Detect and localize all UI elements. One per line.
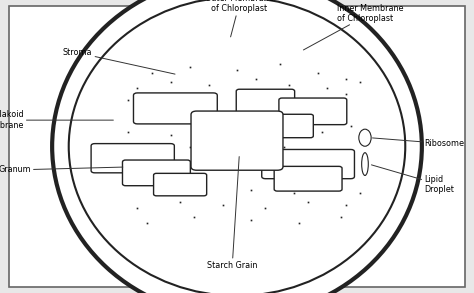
FancyBboxPatch shape (255, 114, 313, 138)
FancyBboxPatch shape (91, 144, 174, 173)
FancyBboxPatch shape (274, 166, 342, 191)
Text: Thylakoid
Membrane: Thylakoid Membrane (0, 110, 113, 130)
FancyBboxPatch shape (262, 149, 355, 179)
Text: Outer Membrane
of Chloroplast: Outer Membrane of Chloroplast (205, 0, 274, 37)
FancyBboxPatch shape (191, 111, 283, 170)
FancyBboxPatch shape (279, 98, 347, 125)
Ellipse shape (69, 0, 405, 293)
Text: Granum: Granum (0, 166, 123, 174)
Text: Stroma: Stroma (63, 48, 175, 74)
FancyBboxPatch shape (122, 160, 191, 186)
FancyBboxPatch shape (154, 173, 207, 196)
Text: Starch Grain: Starch Grain (207, 156, 257, 270)
Ellipse shape (362, 153, 368, 176)
Text: Inner Membrane
of Chloroplast: Inner Membrane of Chloroplast (303, 4, 403, 50)
FancyBboxPatch shape (236, 89, 295, 116)
Text: Ribosome: Ribosome (373, 138, 464, 148)
FancyBboxPatch shape (9, 6, 465, 287)
Ellipse shape (359, 129, 371, 146)
Ellipse shape (52, 0, 422, 293)
Text: Lipid
Droplet: Lipid Droplet (372, 165, 454, 194)
FancyBboxPatch shape (134, 93, 217, 124)
